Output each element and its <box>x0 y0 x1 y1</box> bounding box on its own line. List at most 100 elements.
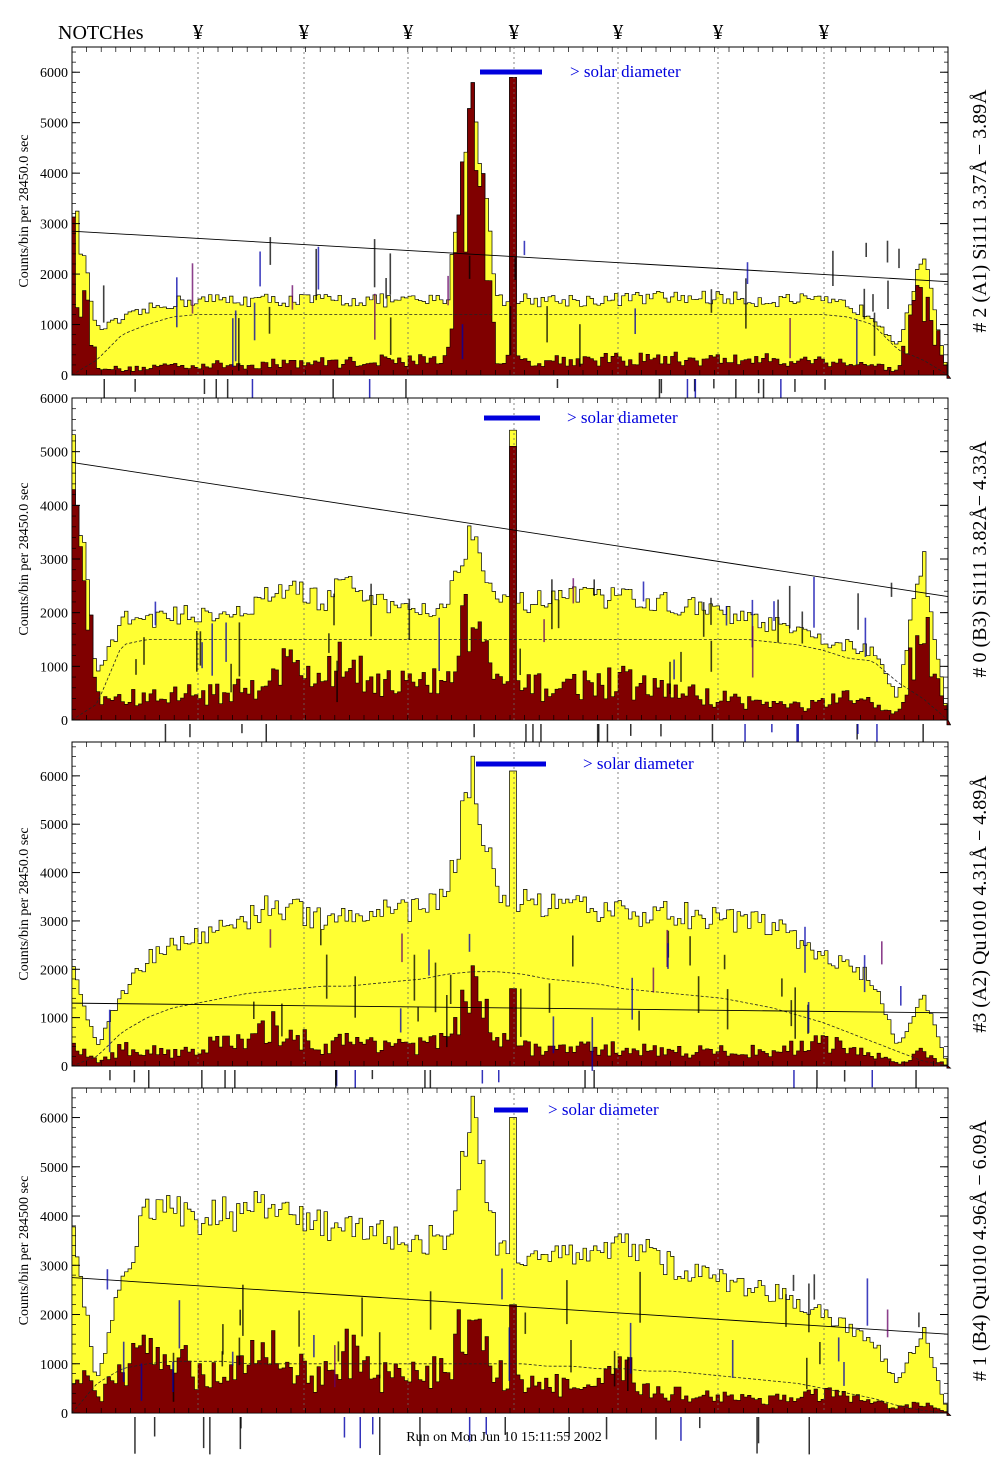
line-id-label <box>710 289 713 313</box>
trend-line <box>71 1277 949 1335</box>
panel-right-label: #3 (A2) Qu1010 4.31Å − 4.89Å <box>969 775 991 1033</box>
line-id-label-below <box>540 724 542 743</box>
line-id-label <box>298 1310 300 1347</box>
line-id-label-below <box>240 1417 242 1429</box>
line-id-label <box>898 248 900 269</box>
line-id-label-below <box>343 1417 346 1438</box>
notch-marker-3: ¥ <box>402 20 414 44</box>
line-id-label <box>524 1312 527 1334</box>
line-id-label <box>269 929 272 948</box>
notch-marker-5: ¥ <box>612 20 624 44</box>
panel-4: 0 1000 2000 3000 4000 5000 6000 Counts/bin per … <box>17 1087 991 1455</box>
line-id-label <box>629 1322 632 1374</box>
line-id-label <box>269 237 272 265</box>
y-tick-label: 3000 <box>40 553 68 568</box>
line-id-label <box>680 651 682 682</box>
line-id-label <box>642 581 645 602</box>
line-id-label-below <box>133 1070 136 1083</box>
line-id-label <box>253 302 256 341</box>
y-tick-label: 2000 <box>40 1309 68 1324</box>
line-id-label <box>856 319 858 364</box>
line-id-label <box>890 582 893 597</box>
line-id-label <box>337 1341 340 1362</box>
line-id-label <box>887 280 889 309</box>
line-id-label-below <box>808 1417 810 1455</box>
line-id-label <box>239 1309 241 1326</box>
line-id-label-below <box>871 1070 873 1088</box>
line-id-label <box>428 949 430 976</box>
y-axis-label: Counts/bin per 28450.0 sec <box>17 134 32 287</box>
line-id-label-below <box>473 724 475 738</box>
line-id-label <box>122 1341 125 1382</box>
baseline-curve <box>71 639 949 721</box>
line-id-label <box>354 976 356 1018</box>
line-id-label <box>389 253 392 295</box>
panel-right-label: # 1 (B4) Qu1010 4.96Å − 6.09Å <box>969 1119 991 1381</box>
line-id-label <box>726 989 729 1030</box>
line-id-label <box>806 1357 808 1390</box>
line-id-label-below <box>757 1417 760 1444</box>
line-id-label <box>468 255 471 279</box>
line-id-label <box>373 239 376 288</box>
line-id-label <box>807 1002 810 1033</box>
line-id-label <box>591 1017 594 1071</box>
line-id-label-below <box>189 724 191 738</box>
y-axis-label: Counts/bin per 28450.0 sec <box>17 827 32 980</box>
line-id-label <box>434 962 437 1013</box>
line-id-label <box>461 324 464 360</box>
notch-marker-1: ¥ <box>192 20 204 44</box>
line-id-label <box>238 622 241 677</box>
line-id-label-below <box>857 724 859 734</box>
line-id-label <box>370 583 372 637</box>
line-id-label <box>652 967 655 993</box>
line-id-label <box>501 1268 503 1300</box>
line-id-label <box>751 626 754 678</box>
line-id-label-below <box>134 379 136 392</box>
line-id-label <box>143 637 145 665</box>
y-tick-label: 6000 <box>40 770 68 785</box>
line-id-label <box>221 1351 224 1367</box>
line-id-label-below <box>771 724 773 733</box>
line-id-label <box>417 1006 419 1022</box>
line-id-label <box>315 248 317 301</box>
line-id-label <box>863 288 866 320</box>
line-id-label <box>697 976 700 1013</box>
line-id-label <box>178 1300 181 1349</box>
y-tick-label: 3000 <box>40 1259 68 1274</box>
line-id-label <box>468 933 471 952</box>
line-id-label <box>579 324 581 367</box>
line-id-label-below <box>757 379 760 394</box>
solar-diameter-label: > solar diameter <box>548 1100 659 1119</box>
line-id-label-below <box>744 724 746 748</box>
line-id-label-below <box>251 379 254 412</box>
line-id-label <box>508 1327 511 1381</box>
line-id-label-below <box>215 379 217 410</box>
line-id-label-below <box>354 1070 356 1092</box>
line-id-label <box>634 308 636 334</box>
line-id-label-below <box>699 1417 701 1429</box>
line-id-label <box>790 1000 793 1027</box>
panel-2: 0 1000 2000 3000 4000 5000 6000 Counts/bin per … <box>17 392 991 762</box>
y-axis-label: Counts/bin per 284500 sec <box>17 1176 32 1326</box>
line-id-label <box>222 1324 224 1355</box>
line-id-label-below <box>481 1070 484 1084</box>
line-id-label <box>689 936 691 966</box>
line-id-label <box>520 988 522 1037</box>
y-tick-label: 4000 <box>40 167 68 182</box>
y-tick-label: 6000 <box>40 392 68 407</box>
line-id-label <box>751 599 754 648</box>
line-id-label <box>413 954 416 1001</box>
line-id-label-below <box>504 1417 506 1435</box>
line-id-label <box>438 617 440 671</box>
line-id-label-below <box>915 1070 917 1088</box>
line-id-label <box>523 240 526 256</box>
line-id-label-below <box>606 724 609 752</box>
line-id-label <box>710 597 712 625</box>
line-id-label-below <box>368 379 371 412</box>
line-id-label-below <box>532 724 534 744</box>
y-tick-label: 1000 <box>40 660 68 675</box>
line-id-label <box>801 611 804 644</box>
y-tick-label: 4000 <box>40 499 68 514</box>
line-id-label <box>519 648 521 675</box>
